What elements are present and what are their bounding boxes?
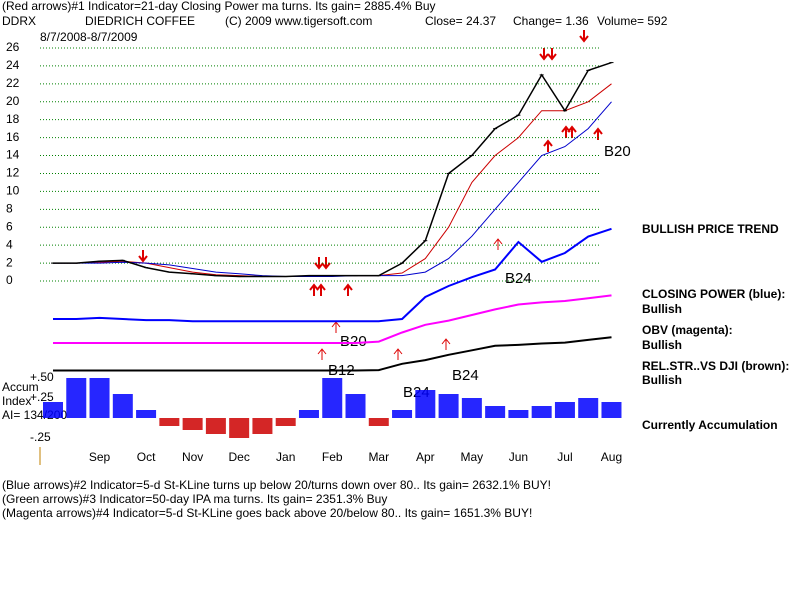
x-tick-label: Mar <box>368 450 389 464</box>
trend-label: BULLISH PRICE TREND <box>642 222 779 236</box>
accum-bar <box>89 378 110 418</box>
y-tick-label: 8 <box>6 201 13 215</box>
accum-bar <box>66 378 87 418</box>
y-tick-label: +.50 <box>30 370 54 384</box>
close: Close= 24.37 <box>425 14 496 28</box>
line <box>53 83 612 277</box>
y-tick-label: 22 <box>6 76 20 90</box>
indicator-status: Bullish <box>642 373 682 387</box>
x-tick-label: Oct <box>137 450 156 464</box>
accum-bar <box>531 406 552 418</box>
annotation: B20 <box>340 333 367 350</box>
y-tick-label: 10 <box>6 184 20 198</box>
accum-bar <box>368 418 389 426</box>
annotation: B24 <box>452 367 479 384</box>
x-tick-label: Feb <box>322 450 343 464</box>
accum-bar <box>601 402 622 418</box>
change: Change= 1.36 <box>513 14 589 28</box>
y-tick-label: 0 <box>6 273 13 287</box>
accum-bar <box>182 418 203 430</box>
accum-bar <box>578 398 599 418</box>
indicator-status: Bullish <box>642 302 682 316</box>
x-tick-label: Jun <box>509 450 528 464</box>
company: DIEDRICH COFFEE <box>85 14 195 28</box>
y-tick-label: 24 <box>6 58 20 72</box>
date-range: 8/7/2008-8/7/2009 <box>40 30 138 44</box>
accum-bar <box>485 406 506 418</box>
accum-bar <box>298 410 319 418</box>
indicator-status: Bullish <box>642 338 682 352</box>
annotation: B20 <box>604 143 631 160</box>
accum-bar <box>554 402 575 418</box>
x-tick-label: Apr <box>416 450 435 464</box>
y-tick-label: 18 <box>6 112 20 126</box>
accum-bar <box>392 410 413 418</box>
volume: Volume= 592 <box>597 14 668 28</box>
accum-label: Index <box>2 394 31 408</box>
accum-bar <box>415 390 436 418</box>
x-tick-label: Sep <box>89 450 111 464</box>
y-tick-label: 14 <box>6 148 20 162</box>
accum-bar <box>438 394 459 418</box>
indicator-title: REL.STR..VS DJI (brown): <box>642 359 789 373</box>
x-tick-label: May <box>461 450 484 464</box>
y-tick-label: -.25 <box>30 430 51 444</box>
y-tick-label: 26 <box>6 40 20 54</box>
line <box>53 227 612 323</box>
header-line: (Red arrows)#1 Indicator=21-day Closing … <box>2 0 436 13</box>
annotation: B24 <box>505 270 532 287</box>
accum-bar <box>275 418 296 426</box>
accum-status: Currently Accumulation <box>642 418 778 432</box>
signal-arrows <box>138 30 603 360</box>
footer-line: (Magenta arrows)#4 Indicator=5-d St-KLin… <box>2 506 532 520</box>
footer-line: (Blue arrows)#2 Indicator=5-d St-KLine t… <box>2 478 551 492</box>
x-tick-label: Dec <box>228 450 249 464</box>
x-tick-label: Jan <box>276 450 295 464</box>
copyright: (C) 2009 www.tigersoft.com <box>225 14 372 28</box>
accum-label: Accum <box>2 380 39 394</box>
y-tick-label: 20 <box>6 94 20 108</box>
symbol: DDRX <box>2 14 36 28</box>
line <box>53 294 612 344</box>
accum-bar <box>461 398 482 418</box>
x-tick-label: Aug <box>601 450 622 464</box>
line <box>53 61 612 278</box>
y-tick-label: 2 <box>6 255 13 269</box>
y-tick-label: 6 <box>6 219 13 233</box>
accum-bar <box>345 394 366 418</box>
line <box>53 101 612 277</box>
accum-bar <box>205 418 226 434</box>
accum-bar <box>508 410 529 418</box>
accum-bar <box>322 378 343 418</box>
y-tick-label: 16 <box>6 130 20 144</box>
accum-bar <box>159 418 180 426</box>
accum-bar <box>43 402 63 418</box>
x-tick-label: Jul <box>557 450 572 464</box>
accum-bar <box>136 410 157 418</box>
accum-bar <box>252 418 273 434</box>
y-tick-label: 12 <box>6 166 20 180</box>
y-tick-label: +.25 <box>30 390 54 404</box>
accum-bar <box>229 418 250 438</box>
accum-bar <box>112 394 133 418</box>
indicator-title: CLOSING POWER (blue): <box>642 287 785 301</box>
line <box>53 336 612 372</box>
x-tick-label: Nov <box>182 450 203 464</box>
footer-line: (Green arrows)#3 Indicator=50-day IPA ma… <box>2 492 387 506</box>
y-tick-label: 4 <box>6 237 13 251</box>
indicator-title: OBV (magenta): <box>642 323 733 337</box>
